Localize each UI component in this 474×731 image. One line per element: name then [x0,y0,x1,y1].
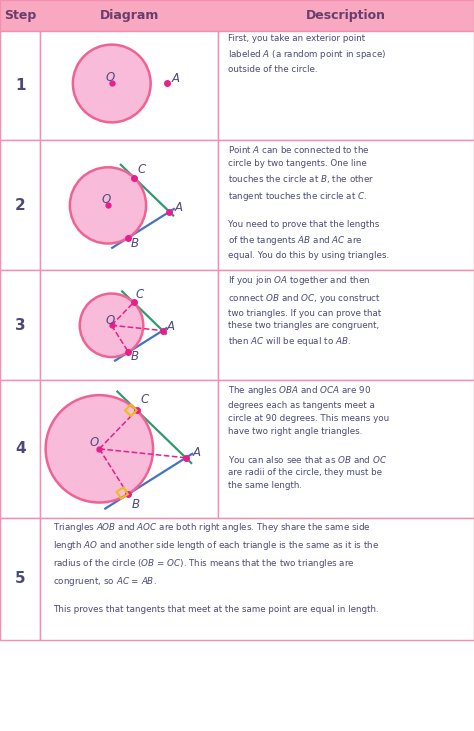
Circle shape [73,45,151,122]
Text: Step: Step [4,9,36,22]
Text: $C$: $C$ [137,163,147,175]
Text: 2: 2 [15,198,26,213]
Text: First, you take an exterior point
labeled $A$ (a random point in space)
outside : First, you take an exterior point labele… [228,34,386,74]
Circle shape [70,167,146,243]
Text: $B$: $B$ [130,350,139,363]
Text: Point $A$ can be connected to the
circle by two tangents. One line
touches the c: Point $A$ can be connected to the circle… [228,144,390,260]
Text: 4: 4 [15,442,26,456]
Text: 3: 3 [15,318,26,333]
Text: $A$: $A$ [192,447,201,459]
Text: Triangles $AOB$ and $AOC$ are both right angles. They share the same side
length: Triangles $AOB$ and $AOC$ are both right… [53,521,379,614]
Text: Diagram: Diagram [100,9,159,22]
Text: $A$: $A$ [173,201,183,213]
Text: $O$: $O$ [89,436,100,449]
Text: 1: 1 [15,78,26,93]
Text: $O$: $O$ [105,314,116,327]
Text: $C$: $C$ [140,393,150,406]
Text: $O$: $O$ [100,193,111,206]
Text: If you join $OA$ together and then
connect $OB$ and $OC$, you construct
two tria: If you join $OA$ together and then conne… [228,274,382,349]
Text: The angles $OBA$ and $OCA$ are 90
degrees each as tangents meet a
circle at 90 d: The angles $OBA$ and $OCA$ are 90 degree… [228,385,390,491]
Text: $A$: $A$ [166,319,176,333]
Circle shape [80,294,143,357]
Text: $C$: $C$ [136,288,146,301]
Text: $B$: $B$ [131,498,140,511]
Text: $A$: $A$ [171,72,181,86]
Text: $O$: $O$ [105,72,115,85]
Text: $B$: $B$ [130,237,140,250]
Circle shape [46,395,153,502]
Text: Description: Description [306,9,386,22]
Text: 5: 5 [15,572,26,586]
